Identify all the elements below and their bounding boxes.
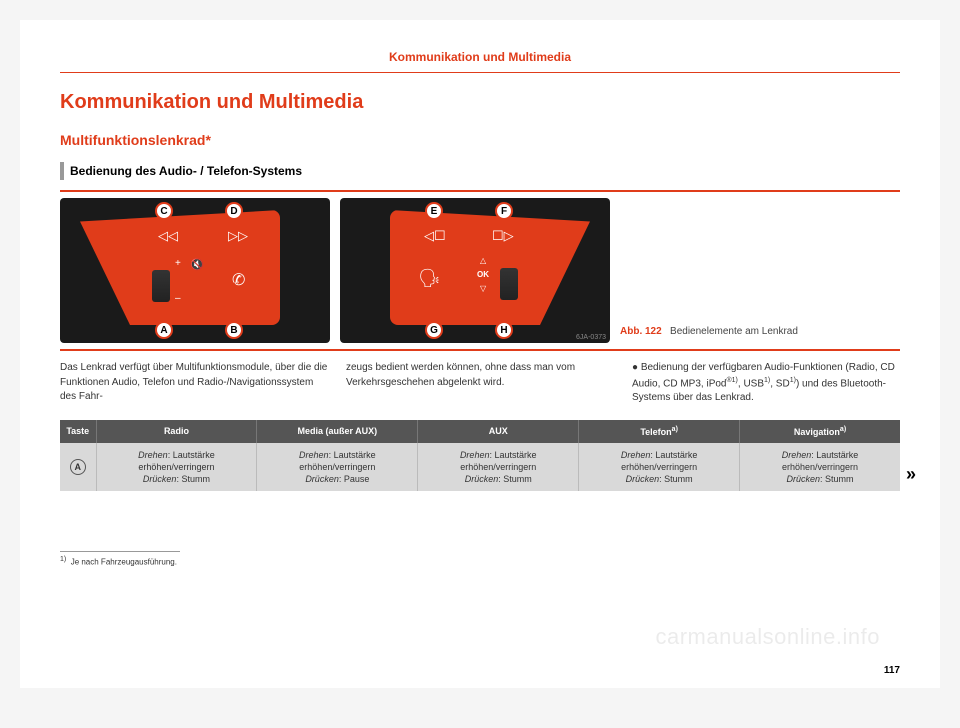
label-c: C	[155, 202, 173, 220]
menu-left-icon: ◁☐	[424, 228, 446, 244]
label-f: F	[495, 202, 513, 220]
label-e: E	[425, 202, 443, 220]
body-col-3: ● Bedienung der verfügbaren Audio-Funkti…	[632, 361, 900, 406]
voice-icon: 🗣	[418, 268, 441, 289]
td-navigation: Drehen: Lautstärke erhöhen/verringernDrü…	[740, 443, 900, 491]
th-navigation: Navigationa)	[740, 420, 900, 443]
td-radio: Drehen: Lautstärke erhöhen/verringernDrü…	[96, 443, 257, 491]
phone-icon: ✆	[232, 270, 245, 290]
mute-icon: 🔇	[190, 258, 204, 271]
footnote-divider	[60, 551, 180, 552]
td-button-a: A	[60, 443, 96, 491]
label-a: A	[155, 321, 173, 339]
table-continuation-icon: »	[906, 464, 916, 485]
header-divider	[60, 72, 900, 73]
table-wrap: Taste Radio Media (außer AUX) AUX Telefo…	[60, 420, 900, 491]
scroll-wheel-a	[152, 270, 170, 302]
table-row: A Drehen: Lautstärke erhöhen/verringernD…	[60, 443, 900, 491]
ok-icon: OK	[477, 270, 489, 279]
th-radio: Radio	[96, 420, 257, 443]
figure-row: C D A B ◁◁ ▷▷ + 🔇 – ✆ E F G H ◁☐ ☐▷ 🗣 △ …	[60, 190, 900, 351]
th-aux: AUX	[418, 420, 579, 443]
footnote: 1) Je nach Fahrzeugausführung.	[60, 556, 900, 567]
td-aux: Drehen: Lautstärke erhöhen/verringernDrü…	[418, 443, 579, 491]
ok-up-icon: △	[480, 256, 486, 265]
manual-page: Kommunikation und Multimedia Kommunikati…	[20, 20, 940, 688]
body-col-1: Das Lenkrad verfügt über Multifunktionsm…	[60, 361, 328, 406]
menu-right-icon: ☐▷	[492, 228, 514, 244]
figure-right-panel: E F G H ◁☐ ☐▷ 🗣 △ OK ▽ 6JA-0373	[340, 198, 610, 343]
page-number: 117	[884, 665, 900, 676]
label-h: H	[495, 321, 513, 339]
label-b: B	[225, 321, 243, 339]
td-telefon: Drehen: Lautstärke erhöhen/verringernDrü…	[579, 443, 740, 491]
figure-left-panel: C D A B ◁◁ ▷▷ + 🔇 – ✆	[60, 198, 330, 343]
footnote-text: Je nach Fahrzeugausführung.	[71, 558, 177, 567]
running-header: Kommunikation und Multimedia	[60, 50, 900, 64]
heading-2: Multifunktionslenkrad*	[60, 132, 900, 148]
scroll-wheel-h	[500, 268, 518, 300]
body-col-2: zeugs bedient werden können, ohne dass m…	[346, 361, 614, 406]
table-header-row: Taste Radio Media (außer AUX) AUX Telefo…	[60, 420, 900, 443]
vol-down-icon: –	[175, 293, 181, 304]
figure-caption-text: Bedienelemente am Lenkrad	[670, 326, 798, 337]
function-table: Taste Radio Media (außer AUX) AUX Telefo…	[60, 420, 900, 491]
heading-3-bar	[60, 162, 64, 180]
th-taste: Taste	[60, 420, 96, 443]
watermark: carmanualsonline.info	[655, 624, 880, 650]
prev-track-icon: ◁◁	[158, 228, 178, 244]
heading-1: Kommunikation und Multimedia	[60, 91, 900, 114]
th-telefon: Telefona)	[579, 420, 740, 443]
th-media: Media (außer AUX)	[257, 420, 418, 443]
footnote-number: 1)	[60, 556, 66, 563]
heading-3-wrap: Bedienung des Audio- / Telefon-Systems	[60, 162, 900, 180]
heading-3: Bedienung des Audio- / Telefon-Systems	[70, 164, 302, 178]
image-reference: 6JA-0373	[576, 334, 606, 341]
vol-up-icon: +	[175, 258, 181, 269]
next-track-icon: ▷▷	[228, 228, 248, 244]
body-columns: Das Lenkrad verfügt über Multifunktionsm…	[60, 361, 900, 406]
figure-caption: Abb. 122 Bedienelemente am Lenkrad	[620, 326, 798, 337]
label-g: G	[425, 321, 443, 339]
ok-down-icon: ▽	[480, 284, 486, 293]
td-media: Drehen: Lautstärke erhöhen/verringernDrü…	[257, 443, 418, 491]
figure-number: Abb. 122	[620, 326, 662, 337]
figure-caption-panel: Abb. 122 Bedienelemente am Lenkrad	[620, 198, 900, 343]
label-d: D	[225, 202, 243, 220]
